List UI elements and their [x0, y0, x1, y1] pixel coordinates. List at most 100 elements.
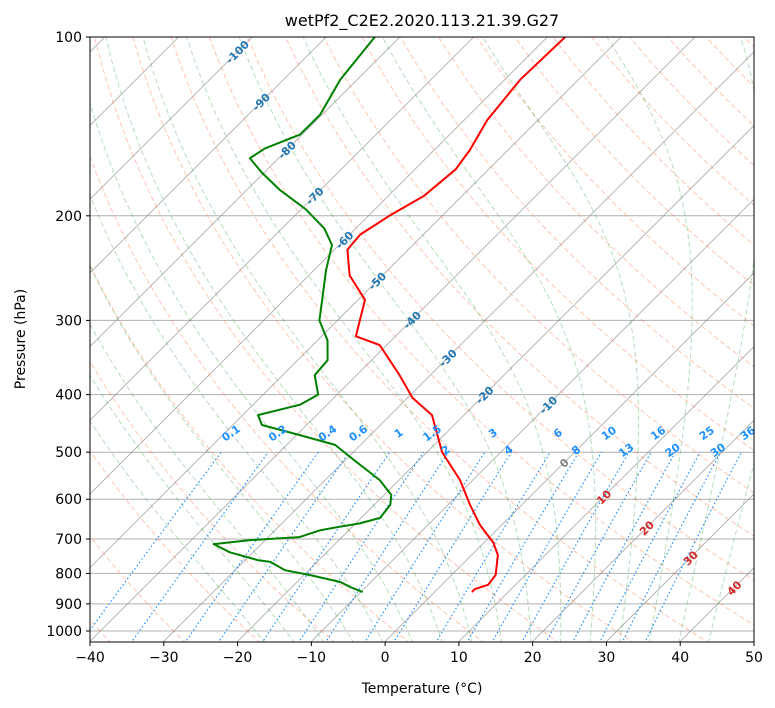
x-tick-label: 20 — [524, 650, 542, 666]
moist-adiabat — [90, 323, 325, 642]
dry-adiabat — [285, 37, 754, 537]
y-tick-label: 200 — [55, 209, 82, 225]
dry-adiabat — [132, 37, 634, 642]
mixing-ratio-label: 30 — [708, 440, 728, 460]
isotherm-label: -90 — [250, 90, 273, 113]
x-tick-label: −40 — [75, 650, 105, 666]
mixing-ratio-label: 0.2 — [266, 422, 289, 444]
isotherm-line — [90, 37, 253, 200]
isotherm-line — [90, 37, 548, 495]
moist-adiabat — [707, 461, 754, 642]
y-tick-label: 500 — [55, 445, 82, 461]
dry-adiabat — [552, 37, 754, 246]
dry-adiabat — [90, 264, 410, 642]
isotherm-line — [605, 493, 754, 642]
moist-adiabat — [678, 37, 754, 642]
isotherm-line — [90, 37, 401, 348]
x-tick-label: 0 — [381, 650, 390, 666]
mixing-ratio-label: 3 — [486, 426, 500, 441]
dry-adiabat — [208, 37, 754, 626]
moist-adiabat — [142, 37, 473, 642]
mixing-ratio-line — [466, 451, 580, 642]
y-tick-label: 400 — [55, 388, 82, 404]
plot-frame — [89, 36, 755, 643]
isotherm-line — [753, 640, 754, 642]
moist-adiabat — [482, 37, 639, 642]
mixing-ratio-line — [599, 451, 701, 642]
mixing-ratio-line — [217, 451, 350, 642]
isotherm-label: 0 — [557, 456, 572, 471]
y-axis-label: Pressure (hPa) — [13, 289, 29, 389]
x-axis-label: Temperature (°C) — [361, 681, 483, 697]
isotherm-label: -10 — [537, 393, 560, 416]
mixing-ratio-line — [491, 451, 603, 642]
mixing-ratio-label: 6 — [551, 426, 565, 441]
isotherm-line — [90, 37, 696, 642]
y-tick-label: 900 — [55, 597, 82, 613]
mixing-ratio-line — [521, 451, 630, 642]
mixing-ratio-line — [435, 451, 551, 642]
chart-title: wetPf2_C2E2.2020.113.21.39.G27 — [285, 11, 559, 31]
moist-adiabat — [382, 37, 596, 642]
isotherm-label: -70 — [303, 184, 326, 207]
moist-adiabat — [105, 37, 443, 642]
isotherm-line — [90, 37, 622, 569]
x-tick-label: −20 — [223, 650, 253, 666]
x-tick-label: −10 — [297, 650, 327, 666]
dry-adiabat — [743, 37, 754, 48]
mixing-ratio-line — [261, 451, 391, 642]
dry-adiabat — [438, 37, 754, 368]
isotherm-line — [458, 346, 754, 642]
dry-adiabat — [667, 37, 754, 127]
x-tick-label: 50 — [745, 650, 763, 666]
x-tick-label: 10 — [450, 650, 468, 666]
mixing-ratio-label: 0.1 — [219, 422, 242, 444]
isotherm-label: -20 — [473, 383, 496, 406]
dry-adiabat — [90, 450, 261, 642]
line-labels: 0.1 0.2 0.4 0.6 1 1.52346810131620253036-100-… — [219, 38, 758, 599]
mixing-ratio-label: 25 — [697, 424, 717, 443]
isotherm-line — [531, 419, 754, 642]
moist-adiabat — [302, 37, 562, 642]
isotherm-line — [90, 37, 327, 274]
isotherm-label: -60 — [333, 228, 356, 251]
y-tick-label: 100 — [55, 30, 82, 46]
isotherm-line — [384, 272, 754, 642]
y-tick-label: 800 — [55, 566, 82, 582]
dry-adiabat — [94, 37, 559, 642]
isotherm-label: 30 — [681, 548, 701, 568]
dry-adiabat — [90, 535, 186, 642]
isotherm-label: -100 — [223, 38, 252, 67]
mixing-ratio-line — [545, 451, 652, 642]
moist-adiabat — [606, 37, 693, 642]
isotherm-label: -30 — [437, 346, 460, 369]
isotherm-label: 40 — [725, 578, 745, 598]
temperature-profile-line — [346, 37, 566, 593]
dry-adiabat — [514, 37, 754, 286]
x-tick-label: 40 — [671, 650, 689, 666]
mixing-ratio-label: 4 — [502, 443, 516, 458]
dry-adiabat — [90, 360, 335, 642]
mixing-ratio-line — [298, 451, 425, 642]
dry-adiabat — [399, 37, 754, 409]
mixing-ratio-label: 13 — [616, 441, 636, 460]
moist-adiabat — [90, 264, 354, 642]
background-lines — [90, 37, 754, 642]
isotherm-label: 10 — [594, 487, 614, 507]
dry-adiabat — [90, 155, 485, 642]
isotherm-label: 20 — [637, 518, 657, 538]
mixing-ratio-line — [364, 451, 486, 642]
mixing-ratio-label: 1.5 — [421, 422, 444, 444]
y-tick-label: 600 — [55, 492, 82, 508]
dry-adiabat — [170, 37, 709, 642]
moist-adiabat — [90, 419, 265, 642]
dewpoint-profile-line — [212, 37, 393, 594]
isotherm-line — [310, 198, 754, 642]
isotherm-line — [162, 51, 754, 642]
isotherm-label: -50 — [366, 269, 389, 292]
mixing-ratio-line — [572, 451, 676, 642]
isotherm-line — [90, 37, 474, 421]
dry-adiabat — [323, 37, 754, 494]
mixing-ratio-label: 36 — [738, 423, 758, 443]
